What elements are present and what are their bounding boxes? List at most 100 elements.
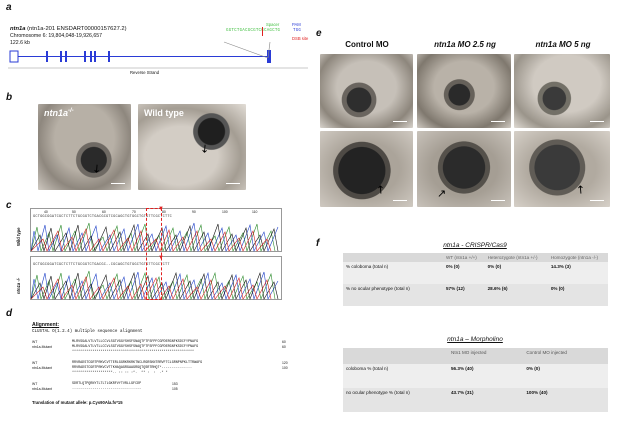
pam-label: PAM <box>292 22 301 27</box>
seq-number: 120 <box>282 361 288 365</box>
table-row: coloboma % (total n) 56.3% (40) 0% (0) <box>343 364 608 388</box>
table-header-cell: Heterozygote (ntn1a +/-) <box>487 255 538 260</box>
exon-4 <box>84 51 86 62</box>
column-title-mo-5: ntn1a MO 5 ng <box>535 40 591 49</box>
embryo-photo-mo5-top <box>514 54 610 128</box>
seq-name: WT <box>32 361 38 365</box>
table-header-cell: Ntn1 MO injected <box>451 350 487 355</box>
seq-number: 60 <box>282 345 286 349</box>
exon-5 <box>90 51 92 62</box>
embryo-photo-mo5-bottom: ↖ <box>514 131 610 207</box>
alignment-block-3: WT SDRTLQTPQRNYTLTLTLGKRFVYTVRLLGFCDP 15… <box>32 382 292 395</box>
seq-number: 60 <box>282 340 286 344</box>
table-row: no ocular phenotype % (total n) 43.7% (3… <box>343 388 608 412</box>
seq-number: 100 <box>282 366 288 370</box>
wildtype-label: Wild type <box>144 108 184 118</box>
alignment-block-1: WT MLRVSGALVTLVTLLCCVLSGTVGGYSHSFSNAQTFT… <box>32 340 292 358</box>
scale-bar <box>491 199 505 201</box>
scale-bar <box>393 199 407 201</box>
clustal-header: CLUSTAL O(1.2.4) multiple sequence align… <box>32 330 143 334</box>
scale-bar <box>226 182 240 184</box>
exon-7 <box>108 51 110 62</box>
panel-f-letter: f <box>316 238 320 249</box>
gene-header: ntn1a (ntn1a-201 ENSDART00000157627.2) <box>10 26 127 32</box>
crispr-table: WT (ntn1a +/+) Heterozygote (ntn1a +/-) … <box>343 253 608 306</box>
seq-number: 105 <box>172 387 178 391</box>
column-title-control: Control MO <box>345 40 389 49</box>
arrow-icon: ↙ <box>89 161 105 177</box>
embryo-photo-control-top <box>320 54 413 128</box>
seq-name: WT <box>32 340 38 344</box>
row-label: coloboma % (total n) <box>346 366 389 371</box>
spacer-label: Spacer <box>266 22 280 27</box>
consensus-row: ****************************************… <box>72 350 195 354</box>
cut-site-arrow-icon: ▼ <box>158 206 164 212</box>
cut-site-box <box>146 208 162 300</box>
panel-c-letter: c <box>6 200 12 211</box>
table-cell: 0% (0) <box>487 264 502 269</box>
table-cell: 56.3% (40) <box>451 366 474 371</box>
seq-name: ntn1a-Mutant <box>32 366 52 370</box>
utr-box-left <box>9 50 19 63</box>
seq-row: RRVRADSTCGRTPRKVCVTTERLGGRKRKRKTNCLRGRSK… <box>72 361 203 365</box>
row-label: % no ocular phenotype (total n) <box>346 286 410 291</box>
chromosome-location: Chromosome 6: 19,804,048-19,926,657 <box>10 33 102 39</box>
arrow-icon: ↖ <box>572 182 588 198</box>
cut-site-arrow-icon: ▼ <box>158 255 164 261</box>
panel-a-letter: a <box>6 2 12 13</box>
embryo-photo-mo25-bottom: ↗ <box>417 131 511 207</box>
alignment-title: Alignment: <box>32 322 60 328</box>
table-row: % no ocular phenotype (total n) 57% (12)… <box>343 284 608 306</box>
arrow-icon: ↖ <box>372 182 388 198</box>
table-cell: 0% (0) <box>526 366 540 371</box>
arrow-icon: ↙ <box>197 141 213 157</box>
tick-label: 50 <box>72 210 76 214</box>
exon-3 <box>65 51 67 62</box>
pam-sequence: TGG <box>293 29 302 33</box>
seq-row: SDRTLQTPQRNYTLTLTLGKRFVYTVRLLGFCDP <box>72 382 142 386</box>
table-header-row: Ntn1 MO injected Control MO injected <box>343 348 608 364</box>
table-header-row: WT (ntn1a +/+) Heterozygote (ntn1a +/-) … <box>343 253 608 262</box>
guide-inset-lines <box>223 41 271 59</box>
crispr-table-title: ntn1a - CRISPR/Cas9 <box>443 242 507 249</box>
seq-row: MLRVSGALVTLVTLLCCVLSGTVGGYSHSFSNAQTFTFSF… <box>72 340 199 344</box>
dsb-label: DSB site <box>292 36 309 41</box>
gene-name: ntn1a <box>10 26 26 32</box>
seq-name: WT <box>32 382 38 386</box>
table-header-cell <box>343 253 443 262</box>
wildtype-embryo-photo: Wild type ↙ <box>138 104 246 190</box>
consensus-row: ********************.. :: :: :*. ** : : … <box>72 371 168 375</box>
table-header-cell: WT (ntn1a +/+) <box>446 255 477 260</box>
panel-d-letter: d <box>6 308 13 319</box>
table-cell: 14.3% (3) <box>550 264 571 269</box>
transcript-id: (ntn1a-201 ENSDART00000157627.2) <box>27 26 127 32</box>
exon-6 <box>94 51 96 62</box>
tick-row: 40 50 60 70 80 90 100 110 <box>40 210 280 216</box>
tick-label: 110 <box>252 210 258 214</box>
exon-last <box>267 50 271 63</box>
mutant-embryo-photo: ntn1a-/- ↙ <box>38 104 131 190</box>
tick-label: 60 <box>102 210 106 214</box>
alignment-block-2: WT RRVRADSTCGRTPRKVCVTTERLGGRKRKRKTNCLRG… <box>32 361 292 379</box>
table-cell: 0% (0) <box>550 286 565 291</box>
exon-1 <box>46 51 48 62</box>
panel-e-letter: e <box>316 28 322 39</box>
strand-label: Reverse Strand <box>130 70 160 75</box>
gene-model-diagram <box>8 50 308 69</box>
wt-row-label: Wild type <box>16 227 21 246</box>
table-header-cell: Homozygote (ntn1a -/-) <box>550 255 599 260</box>
translation-note: Translation of mutant allele: p.Cys90Ala… <box>32 400 123 405</box>
scale-bar <box>111 182 125 184</box>
scale-bar <box>590 199 604 201</box>
row-label: % coloboma (total n) <box>346 264 389 269</box>
dsb-marker <box>262 27 263 36</box>
seq-row: MLRVSGALVTLVTLLCCVLSGTVGGYSHSFSNAQTFTFSF… <box>72 345 199 349</box>
morpholino-table-title: ntn1a – Morpholino <box>447 336 503 343</box>
arrow-icon: ↗ <box>437 188 447 200</box>
column-title-mo-2-5: ntn1a MO 2.5 ng <box>434 40 496 49</box>
tick-label: 90 <box>192 210 196 214</box>
tick-label: 40 <box>44 210 48 214</box>
table-header-cell: Control MO injected <box>526 350 567 355</box>
table-cell: 0% (0) <box>446 264 460 269</box>
mutant-genotype-label: ntn1a-/- <box>44 108 74 118</box>
